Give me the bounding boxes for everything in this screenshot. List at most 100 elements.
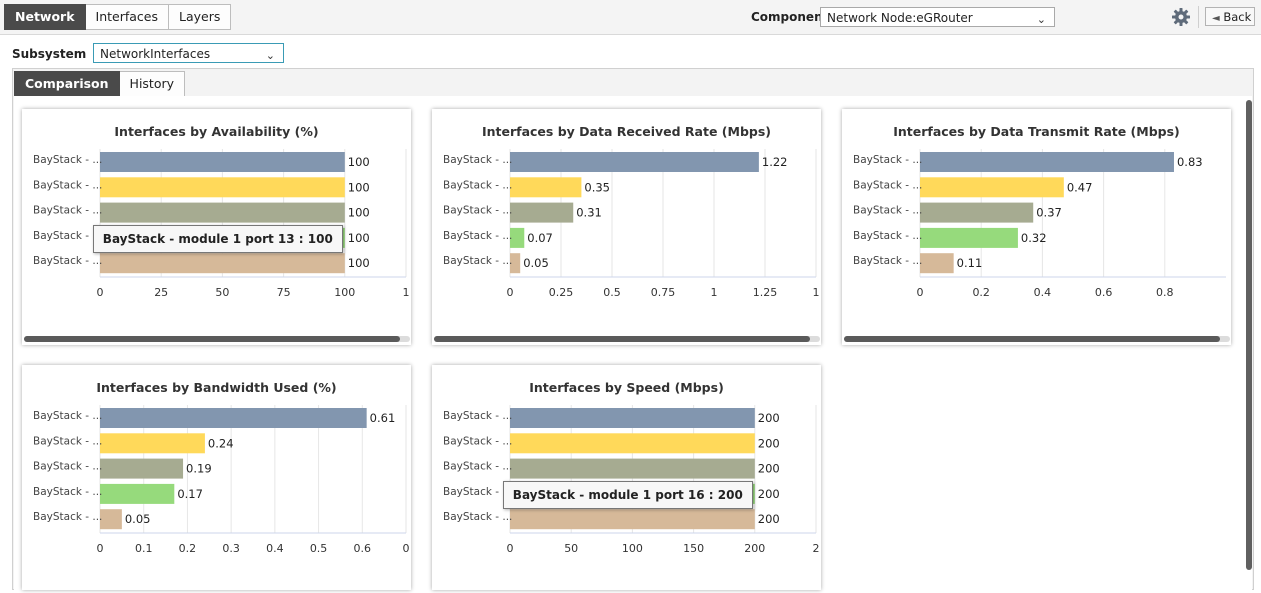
x-tick-label: 0.5 xyxy=(310,542,328,555)
x-tick-label: 25 xyxy=(154,286,168,299)
category-label: BayStack - ... xyxy=(443,255,512,267)
bar-value-label: 0.05 xyxy=(125,512,151,526)
x-tick-label: 0.5 xyxy=(603,286,621,299)
component-select[interactable]: Network Node:eGRouter ⌄ xyxy=(820,7,1055,27)
bar[interactable] xyxy=(100,152,345,172)
bar-value-label: 200 xyxy=(758,411,780,425)
bar[interactable] xyxy=(100,483,175,504)
x-tick-label: 0 xyxy=(507,286,514,299)
category-label: BayStack - ... xyxy=(853,230,922,242)
subsystem-select[interactable]: NetworkInterfaces ⌄ xyxy=(93,43,284,63)
bar[interactable] xyxy=(510,177,582,198)
category-label: BayStack - ... xyxy=(443,461,512,473)
chart-card-transmit-rate: Interfaces by Data Transmit Rate (Mbps) … xyxy=(842,109,1231,345)
bar[interactable] xyxy=(510,433,755,454)
tab-network[interactable]: Network xyxy=(4,4,86,30)
bar-value-label: 100 xyxy=(348,206,370,220)
bar[interactable] xyxy=(100,509,122,530)
gear-icon[interactable] xyxy=(1171,7,1191,27)
bar[interactable] xyxy=(510,458,755,479)
bar-value-label: 200 xyxy=(758,512,780,526)
bar[interactable] xyxy=(920,152,1174,172)
bar-tooltip: BayStack - module 1 port 13 : 100 xyxy=(92,224,343,253)
tab-layers[interactable]: Layers xyxy=(169,4,232,30)
tab-interfaces[interactable]: Interfaces xyxy=(85,4,170,30)
component-label: Component xyxy=(751,10,829,24)
bar-value-label: 0.24 xyxy=(208,436,234,450)
bar-value-label: 0.35 xyxy=(584,180,610,194)
bar[interactable] xyxy=(100,433,205,454)
category-label: BayStack - ... xyxy=(443,154,512,166)
x-tick-label: 0.6 xyxy=(1095,286,1113,299)
bar[interactable] xyxy=(510,227,525,248)
category-label: BayStack - ... xyxy=(443,486,512,498)
subsystem-label: Subsystem xyxy=(12,47,87,61)
bar[interactable] xyxy=(100,458,184,479)
x-tick-label: 50 xyxy=(564,542,578,555)
tab-history[interactable]: History xyxy=(119,71,186,97)
bar[interactable] xyxy=(510,408,755,428)
toolbar-divider xyxy=(1198,6,1199,28)
bar-chart-transmit-rate: 0 0.2 0.4 0.6 0.8 0.83 BayStack - ... 0.47 BaySt… xyxy=(853,149,1226,299)
x-tick-label: 1 xyxy=(403,286,410,299)
bar[interactable] xyxy=(510,509,755,530)
bar-value-label: 100 xyxy=(348,231,370,245)
bar-value-label: 0.61 xyxy=(370,411,396,425)
category-label: BayStack - ... xyxy=(33,410,102,422)
back-button[interactable]: ◄ Back xyxy=(1205,7,1255,26)
x-tick-label: 0.75 xyxy=(651,286,676,299)
bar[interactable] xyxy=(100,177,345,198)
bar-value-label: 100 xyxy=(348,180,370,194)
bar-value-label: 0.19 xyxy=(186,462,212,476)
category-label: BayStack - ... xyxy=(33,461,102,473)
bar[interactable] xyxy=(100,202,345,223)
bar[interactable] xyxy=(920,227,1018,248)
chart-card-bandwidth: Interfaces by Bandwidth Used (%) 0 0.1 0.2… xyxy=(22,365,411,590)
category-label: BayStack - ... xyxy=(33,511,102,523)
component-select-value: Network Node:eGRouter xyxy=(827,11,973,25)
bar[interactable] xyxy=(100,253,345,274)
x-tick-label: 0 xyxy=(403,542,410,555)
bar-tooltip: BayStack - module 1 port 16 : 200 xyxy=(502,480,753,509)
x-tick-label: 150 xyxy=(683,542,704,555)
bar-chart-received-rate: 0 0.25 0.5 0.75 1 1.25 1 1.22 BayStack - ... 0.35… xyxy=(443,149,820,299)
x-tick-label: 0.8 xyxy=(1156,286,1174,299)
x-tick-label: 1 xyxy=(711,286,718,299)
chevron-down-icon: ⌄ xyxy=(265,49,275,62)
x-tick-label: 0.25 xyxy=(549,286,574,299)
vertical-scrollbar[interactable] xyxy=(1246,100,1252,570)
x-tick-label: 50 xyxy=(215,286,229,299)
top-tabs: Network Interfaces Layers xyxy=(4,4,232,30)
tab-comparison[interactable]: Comparison xyxy=(14,71,120,97)
x-tick-label: 75 xyxy=(277,286,291,299)
bar[interactable] xyxy=(920,253,954,274)
bar-value-label: 0.07 xyxy=(527,231,553,245)
bar[interactable] xyxy=(510,253,521,274)
x-tick-label: 0.4 xyxy=(266,542,284,555)
category-label: BayStack - ... xyxy=(33,154,102,166)
chart-title: Interfaces by Data Transmit Rate (Mbps) xyxy=(893,124,1180,139)
bar-chart-availability: 0 25 50 75 100 1 100 BayStack - ... 100 BayStack … xyxy=(33,149,410,299)
subsystem-select-value: NetworkInterfaces xyxy=(100,47,211,61)
top-toolbar: Network Interfaces Layers Component Netw… xyxy=(0,0,1261,35)
category-label: BayStack - ... xyxy=(443,205,512,217)
category-label: BayStack - ... xyxy=(33,230,102,242)
category-label: BayStack - ... xyxy=(33,255,102,267)
horizontal-scrollbar[interactable] xyxy=(24,336,400,342)
bar[interactable] xyxy=(510,202,574,223)
x-tick-label: 0 xyxy=(97,286,104,299)
bar[interactable] xyxy=(100,408,367,428)
bar[interactable] xyxy=(510,152,759,172)
chart-title: Interfaces by Data Received Rate (Mbps) xyxy=(481,124,771,139)
category-label: BayStack - ... xyxy=(33,179,102,191)
bar[interactable] xyxy=(920,177,1064,198)
chart-card-speed: Interfaces by Speed (Mbps) 0 50 100 150 200 2… xyxy=(432,365,821,590)
view-tabs: Comparison History xyxy=(14,71,186,97)
bar-value-label: 0.11 xyxy=(957,256,983,270)
horizontal-scrollbar[interactable] xyxy=(844,336,1220,342)
horizontal-scrollbar[interactable] xyxy=(434,336,810,342)
bar[interactable] xyxy=(920,202,1034,223)
chart-title: Interfaces by Speed (Mbps) xyxy=(529,380,724,395)
x-tick-label: 100 xyxy=(334,286,355,299)
category-label: BayStack - ... xyxy=(853,255,922,267)
